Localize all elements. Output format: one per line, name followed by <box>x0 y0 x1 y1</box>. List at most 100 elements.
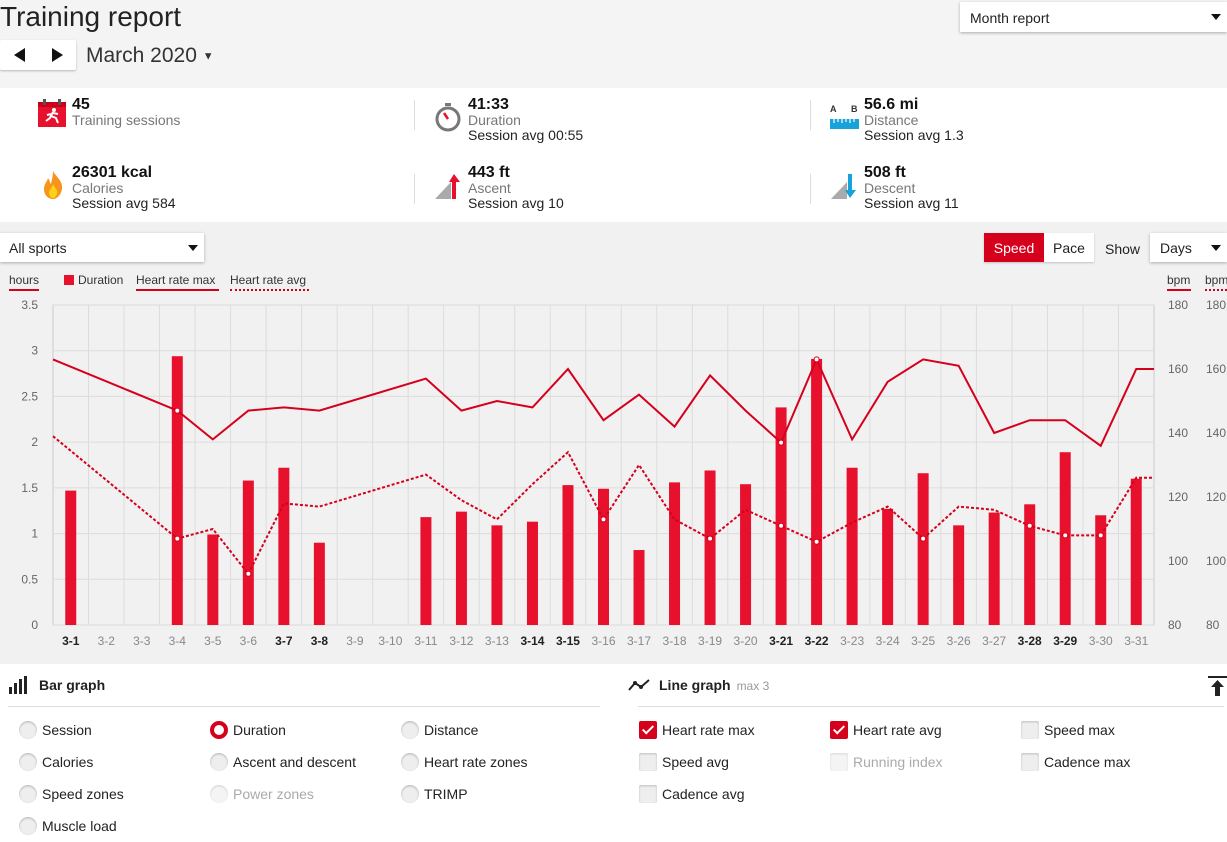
x-tick-label: 3-13 <box>485 634 509 648</box>
speed-button[interactable]: Speed <box>984 233 1044 262</box>
stat-sub: Session avg 00:55 <box>468 127 584 143</box>
radio-icon <box>210 721 228 739</box>
legend-bpm-2: bpm <box>1205 273 1227 291</box>
legend-hours: hours <box>9 273 39 291</box>
duration-bar <box>1059 452 1071 625</box>
duration-bar <box>278 467 290 625</box>
x-tick-label: 3-21 <box>769 634 793 648</box>
y-tick-label: 1.5 <box>21 481 38 495</box>
bar-option-trimp[interactable]: TRIMP <box>401 785 468 803</box>
month-nav <box>0 40 76 70</box>
export-icon[interactable] <box>1208 676 1227 696</box>
hr-avg-point <box>1097 532 1104 539</box>
sport-dropdown[interactable]: All sports <box>0 233 204 262</box>
checkbox-icon <box>830 753 848 771</box>
graph-options: Bar graph Session Duration Distance Calorie… <box>0 664 1227 842</box>
bar-option-calories[interactable]: Calories <box>19 753 93 771</box>
x-tick-label: 3-29 <box>1053 634 1077 648</box>
line-option-cadence-max[interactable]: Cadence max <box>1021 753 1130 771</box>
hr-avg-point <box>813 538 820 545</box>
legend-bpm: bpm <box>1167 273 1191 291</box>
flame-icon <box>44 171 63 199</box>
pace-button[interactable]: Pace <box>1044 233 1094 262</box>
duration-bar <box>598 488 609 625</box>
x-tick-label: 3-18 <box>663 634 687 648</box>
legend-hr-max[interactable]: Heart rate max <box>136 273 219 291</box>
y2-tick-label: 180 <box>1168 298 1188 312</box>
bar-option-power-zones: Power zones <box>210 785 314 803</box>
duration-bar <box>207 534 219 625</box>
y-tick-label: 2 <box>31 435 38 449</box>
y-tick-label: 0.5 <box>21 572 38 586</box>
training-chart: 0 0.5 1 1.5 2 2.5 3 3.5 80 80 100 100 120 120 140 140 16… <box>21 298 1226 648</box>
radio-icon <box>401 785 419 803</box>
x-tick-label: 3-25 <box>911 634 935 648</box>
divider <box>414 100 415 130</box>
bar-option-muscle-load[interactable]: Muscle load <box>19 817 117 835</box>
legend-hr-max-label: Heart rate max <box>136 273 216 287</box>
checkbox-icon <box>639 721 657 739</box>
divider <box>8 706 600 707</box>
bar-option-speed-zones[interactable]: Speed zones <box>19 785 124 803</box>
x-tick-label: 3-20 <box>734 634 758 648</box>
bar-graph-title: Bar graph <box>39 677 106 693</box>
checkbox-icon <box>639 785 657 803</box>
line-option-heart-rate-max[interactable]: Heart rate max <box>639 721 755 739</box>
hr-avg-point <box>920 535 927 542</box>
bar-option-heart-rate-zones[interactable]: Heart rate zones <box>401 753 528 771</box>
dropdown-arrow-icon <box>188 245 198 251</box>
x-tick-label: 3-4 <box>169 634 187 648</box>
option-label: Heart rate avg <box>853 722 942 738</box>
x-tick-label: 3-23 <box>840 634 864 648</box>
legend-bpm-line <box>1167 289 1191 291</box>
legend-solid-line <box>136 289 219 291</box>
dropdown-arrow-icon <box>1211 14 1221 20</box>
duration-bar <box>562 485 574 625</box>
legend-hr-avg[interactable]: Heart rate avg <box>230 273 309 291</box>
month-selector[interactable]: March 2020 ▼ <box>86 44 214 68</box>
x-tick-label: 3-6 <box>240 634 258 648</box>
y2-tick-label: 100 <box>1168 554 1188 568</box>
next-month-button[interactable] <box>38 40 76 70</box>
option-label: Cadence avg <box>662 786 745 802</box>
y2-tick-label: 120 <box>1168 490 1188 504</box>
hr-avg-point <box>707 535 714 542</box>
stat-duration: 41:33 Duration Session avg 00:55 <box>468 96 583 143</box>
line-option-heart-rate-avg[interactable]: Heart rate avg <box>830 721 942 739</box>
line-graph-title-text: Line graph <box>659 677 731 693</box>
checkbox-icon <box>1021 753 1039 771</box>
duration-bar <box>953 525 965 625</box>
duration-bar <box>775 407 787 625</box>
bar-option-session[interactable]: Session <box>19 721 92 739</box>
option-label: Speed max <box>1044 722 1115 738</box>
radio-icon <box>401 721 419 739</box>
x-tick-label: 3-24 <box>876 634 900 648</box>
bar-option-ascent-and-descent[interactable]: Ascent and descent <box>210 753 356 771</box>
hr-avg-point <box>1026 522 1033 529</box>
y2-tick-label: 80 <box>1206 618 1220 632</box>
month-label: March 2020 <box>86 44 197 67</box>
line-option-speed-max[interactable]: Speed max <box>1021 721 1115 739</box>
option-label: Speed avg <box>662 754 729 770</box>
legend-duration[interactable]: Duration <box>64 273 123 287</box>
duration-bar <box>988 512 1000 625</box>
x-tick-label: 3-27 <box>982 634 1006 648</box>
duration-bar <box>633 550 645 625</box>
period-dropdown[interactable]: Days <box>1150 233 1227 262</box>
ruler-ab-icon: A B <box>830 104 859 129</box>
line-option-cadence-avg[interactable]: Cadence avg <box>639 785 745 803</box>
line-option-speed-avg[interactable]: Speed avg <box>639 753 729 771</box>
stat-sub: Session avg 11 <box>864 195 959 211</box>
option-label: Heart rate zones <box>424 754 528 770</box>
option-label: Speed zones <box>42 786 124 802</box>
bar-option-duration[interactable]: Duration <box>210 721 286 739</box>
radio-icon <box>19 817 37 835</box>
prev-month-button[interactable] <box>0 40 38 70</box>
stat-descent: 508 ft Descent Session avg 11 <box>864 164 959 211</box>
hr-max-point <box>174 407 181 414</box>
bar-option-distance[interactable]: Distance <box>401 721 478 739</box>
radio-icon <box>19 721 37 739</box>
y-tick-label: 1 <box>31 527 38 541</box>
checkbox-icon <box>830 721 848 739</box>
report-type-dropdown[interactable]: Month report <box>960 2 1227 32</box>
